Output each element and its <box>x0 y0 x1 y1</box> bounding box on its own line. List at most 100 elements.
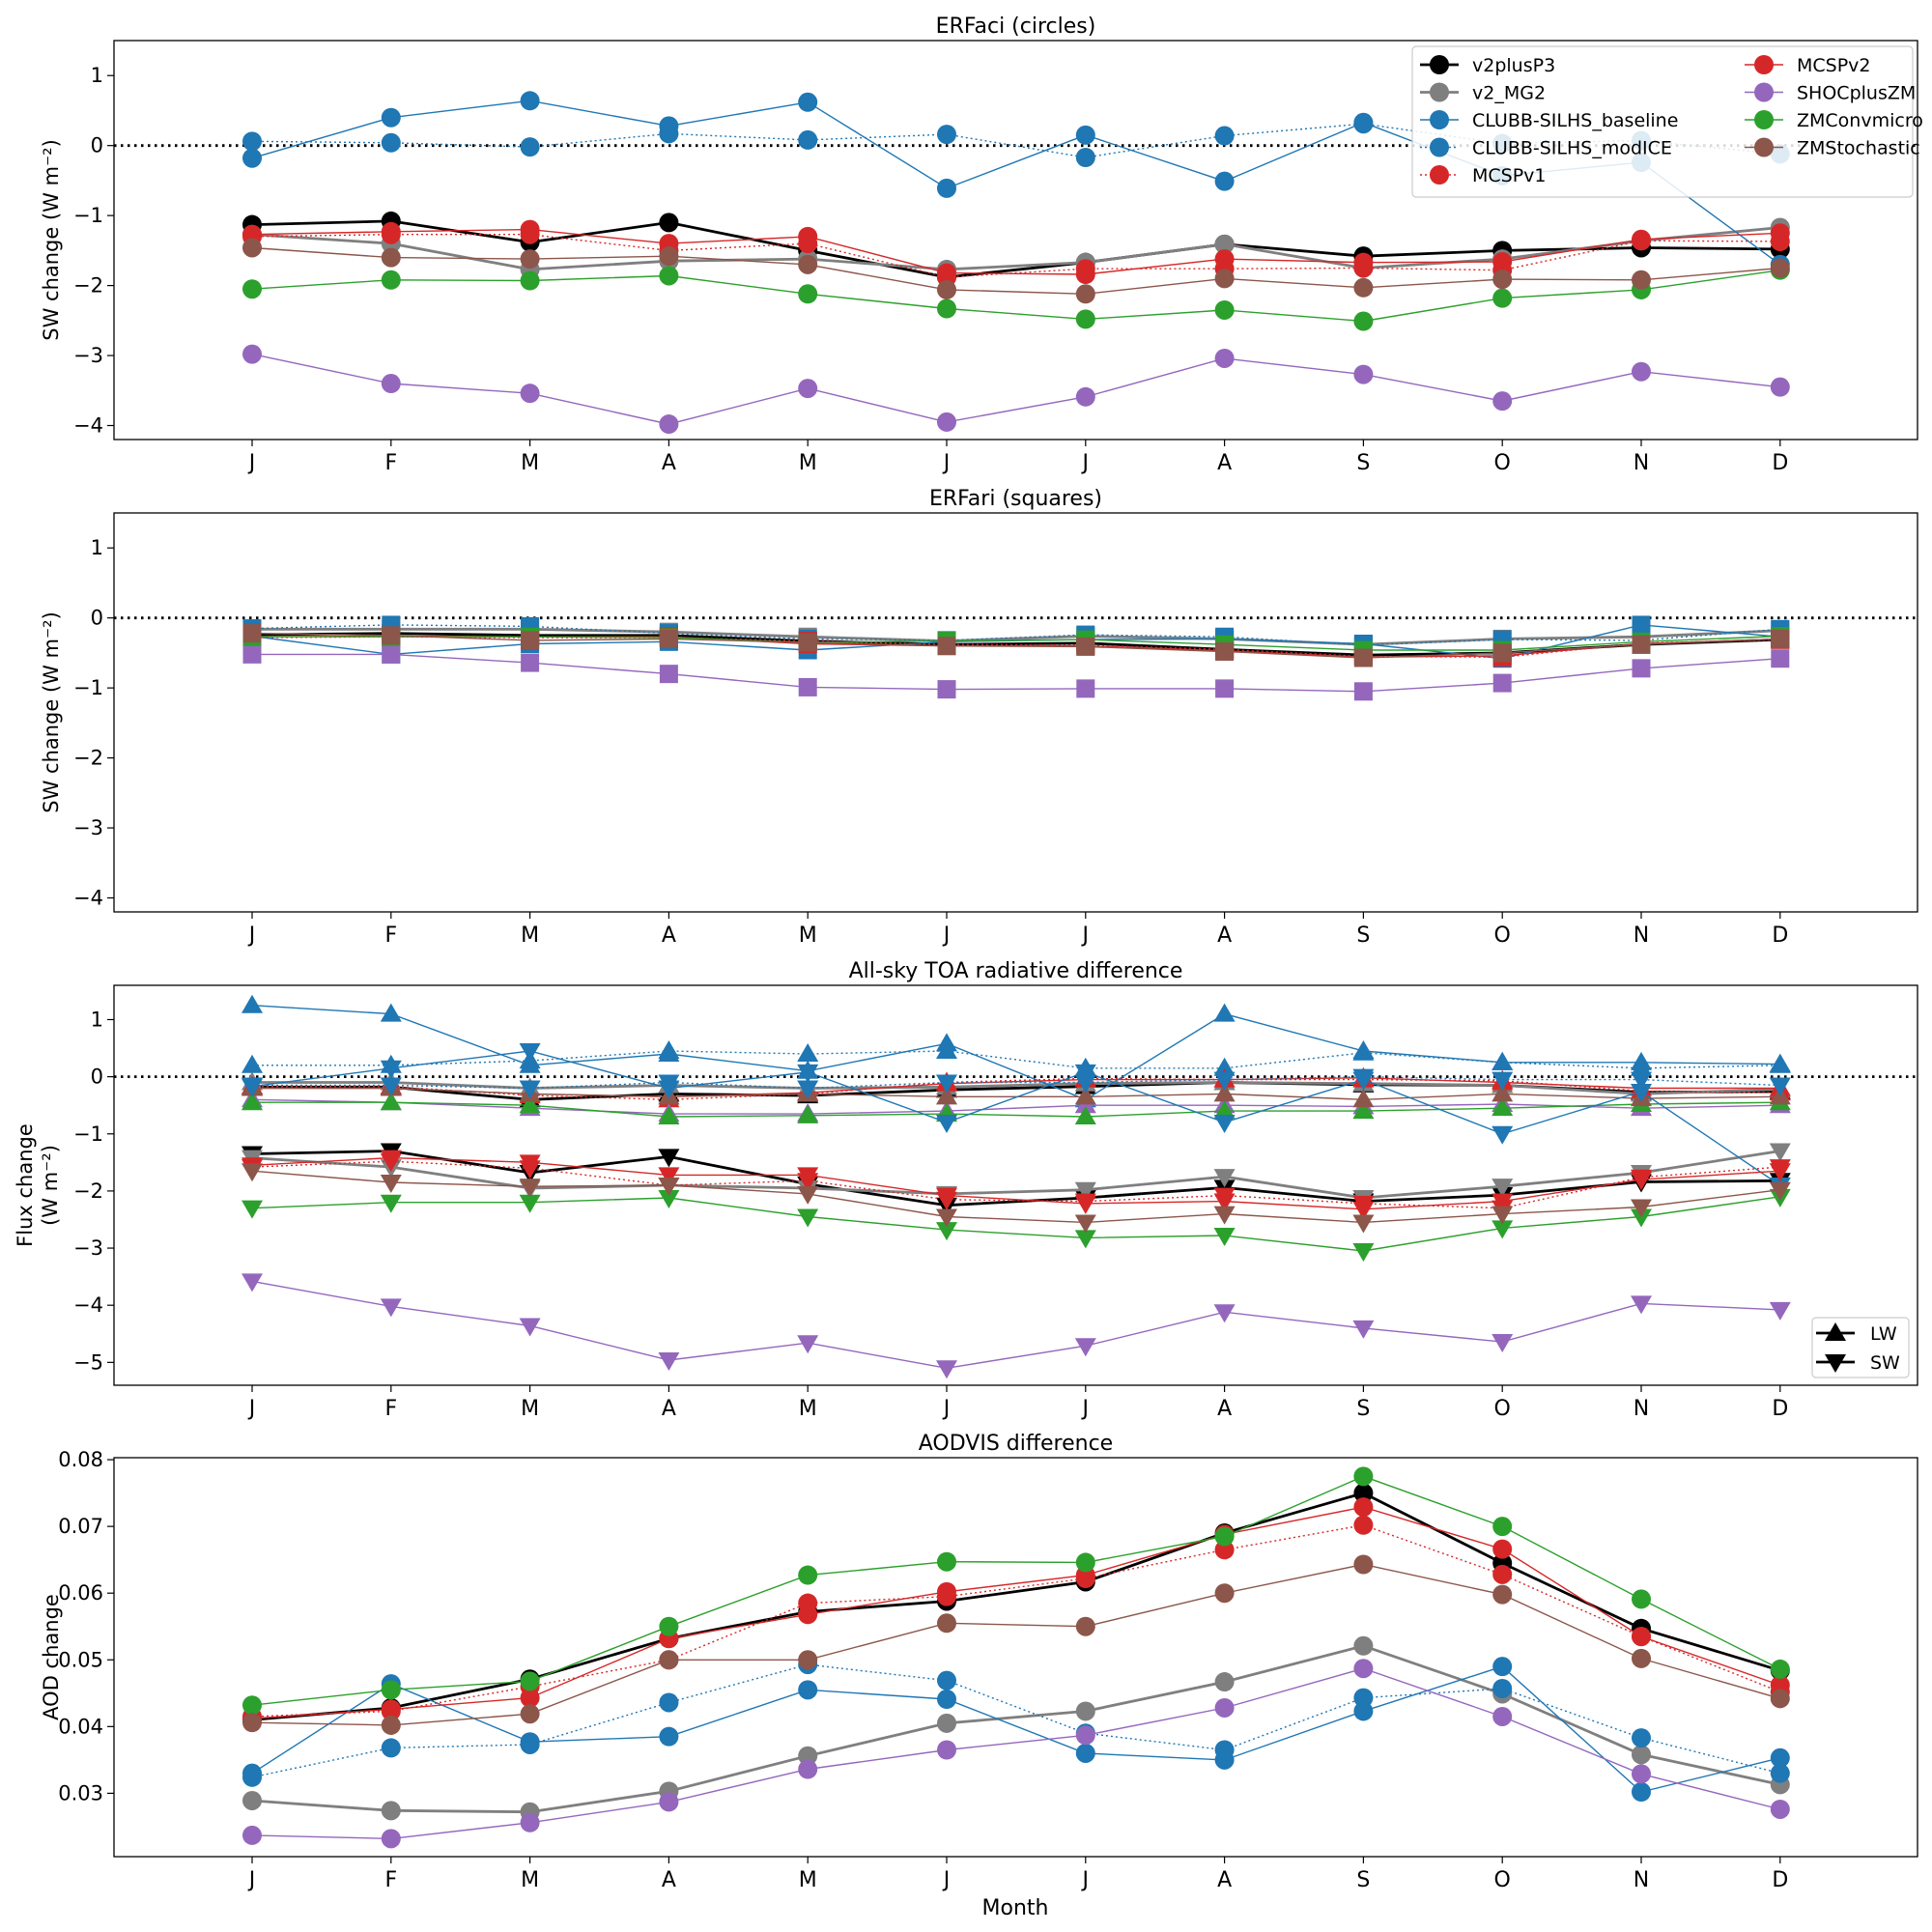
series-zmstochastic-point <box>520 249 540 270</box>
legend-label-zmstochastic: ZMStochastic <box>1797 138 1920 159</box>
x-tick-label: S <box>1356 1868 1370 1892</box>
series-zmstochastic-sw-point <box>380 1175 402 1194</box>
series-mcspv2-point <box>1492 1539 1513 1559</box>
y-tick-label: −4 <box>73 887 103 910</box>
series-clubb-silhs-baseline-point <box>381 107 401 128</box>
marker-legend: LW SW <box>1811 1317 1910 1378</box>
x-tick-label: M <box>799 1868 817 1892</box>
series-clubb-silhs-baseline-point <box>520 91 540 111</box>
series-v2-mg2-sw-point <box>1492 1179 1514 1198</box>
series-zmstochastic-point <box>1632 270 1651 290</box>
series-clubb-silhs-modice-sw-line <box>252 1075 1780 1090</box>
series-shocpluszm-point <box>659 414 679 435</box>
series-zmstochastic-point <box>521 631 540 650</box>
series-clubb-silhs-modice-point <box>1492 1678 1513 1698</box>
series-clubb-silhs-modice-sw-point <box>1074 1074 1096 1094</box>
series-zmstochastic-lw-point <box>1352 1089 1375 1108</box>
y-axis-label-units: (W m⁻²) <box>39 1145 62 1226</box>
series-zmconvmicro-point <box>381 1680 401 1700</box>
series-v2-mg2-sw-point <box>1074 1181 1096 1201</box>
series-shocpluszm-sw-point <box>658 1351 680 1371</box>
x-tick-label: F <box>384 923 397 948</box>
series-mcspv2-sw-point <box>797 1167 819 1186</box>
x-tick-label: N <box>1634 923 1649 948</box>
x-tick-label: J <box>942 451 951 475</box>
series-shocpluszm-point <box>242 644 262 664</box>
series-zmstochastic-point <box>520 1704 540 1724</box>
series-mcspv2-point <box>381 1699 401 1719</box>
series-zmstochastic-point <box>1770 1689 1790 1709</box>
series-zmconvmicro-point <box>381 270 401 290</box>
series-mcspv1-point <box>1214 1540 1235 1560</box>
series-v2-mg2-point <box>798 1746 818 1766</box>
series-zmstochastic-sw-point <box>1631 1199 1652 1218</box>
series-shocpluszm-point <box>798 677 817 696</box>
x-tick-label: D <box>1772 1397 1788 1421</box>
series-clubb-silhs-baseline-point <box>937 1690 956 1710</box>
series-v2-mg2-line <box>251 1644 1781 1814</box>
series-shocpluszm-sw-line <box>251 1280 1780 1370</box>
series-clubb-silhs-modice-sw-point <box>1769 1077 1791 1096</box>
series-zmconvmicro-lw-point <box>380 1092 402 1111</box>
x-tick-label: J <box>1081 1868 1090 1892</box>
series-zmstochastic-point <box>1075 1616 1095 1636</box>
series-shocpluszm-point <box>1214 348 1235 368</box>
series-zmconvmicro-point <box>1492 288 1513 308</box>
series-clubb-silhs-modice-point <box>520 137 540 157</box>
series-v2-mg2-point <box>937 1713 956 1733</box>
series-v2plusp3-sw-point <box>658 1149 680 1168</box>
series-clubb-silhs-modice-lw-point <box>242 1054 263 1073</box>
series-shocpluszm-point <box>1353 1659 1374 1679</box>
series-zmconvmicro-point <box>1770 1659 1790 1679</box>
x-tick-label: M <box>521 451 539 475</box>
series-mcspv2-point <box>1632 229 1651 249</box>
series-zmconvmicro-lw-point <box>1213 1100 1236 1120</box>
x-tick-label: D <box>1772 1868 1788 1892</box>
series-shocpluszm-point <box>1771 649 1790 668</box>
series-mcspv2-sw-point <box>1769 1163 1791 1182</box>
x-tick-label: J <box>247 1868 256 1892</box>
x-tick-label: S <box>1356 923 1370 948</box>
y-tick-label: 1 <box>91 536 103 559</box>
series-zmstochastic-point <box>798 254 818 274</box>
marker-legend-lw-glyph <box>1825 1322 1846 1341</box>
series-zmconvmicro-lw-point <box>1352 1100 1375 1120</box>
y-tick-label: −1 <box>73 676 103 699</box>
y-tick-label: 0 <box>91 134 103 157</box>
series-zmconvmicro-sw-point <box>1352 1243 1375 1263</box>
series-zmstochastic-lw-point <box>1074 1086 1096 1105</box>
series-zmstochastic-line <box>251 246 1780 296</box>
series-shocpluszm-point <box>1770 377 1790 397</box>
series-zmstochastic-point <box>1353 648 1373 668</box>
series-shocpluszm-point <box>1076 679 1095 698</box>
x-tick-label: O <box>1494 1868 1511 1892</box>
series-zmconvmicro-sw-point <box>519 1194 541 1213</box>
series-zmstochastic-point <box>1214 269 1235 289</box>
series-zmstochastic-point <box>1353 277 1374 298</box>
series-zmstochastic-point <box>798 1650 818 1670</box>
series-clubb-silhs-modice-sw-point <box>242 1077 263 1096</box>
series-zmstochastic-point <box>937 279 956 299</box>
series-clubb-silhs-modice-point <box>242 131 262 152</box>
series-clubb-silhs-modice-sw-point <box>519 1080 541 1099</box>
panel-title: ERFari (squares) <box>929 487 1102 511</box>
series-shocpluszm-sw-point <box>1213 1304 1236 1323</box>
series-clubb-silhs-modice-lw-point <box>1352 1041 1375 1061</box>
series-zmconvmicro-point <box>1353 311 1374 331</box>
series-clubb-silhs-baseline-sw-point <box>1074 1064 1096 1083</box>
series-clubb-silhs-baseline-point <box>798 92 818 112</box>
series-clubb-silhs-modice-lw-point <box>1769 1054 1791 1073</box>
series-clubb-silhs-baseline-point <box>1353 1701 1374 1721</box>
series-mcspv2-point <box>1632 1627 1651 1647</box>
series-zmconvmicro-point <box>1632 1589 1651 1609</box>
legend-label-mcspv1: MCSPv1 <box>1472 165 1547 186</box>
panel-title: ERFaci (circles) <box>936 14 1096 39</box>
legend-marker-mcspv1 <box>1430 165 1449 185</box>
series-zmstochastic-point <box>1771 629 1790 648</box>
y-tick-label: −3 <box>73 344 103 367</box>
series-clubb-silhs-baseline-sw-point <box>1492 1125 1514 1145</box>
series-shocpluszm-sw-point <box>1631 1295 1652 1315</box>
series-shocpluszm-sw-point <box>797 1335 819 1354</box>
series-mcspv2-sw-point <box>936 1187 957 1207</box>
y-axis-label: SW change (W m⁻²) <box>40 139 63 341</box>
